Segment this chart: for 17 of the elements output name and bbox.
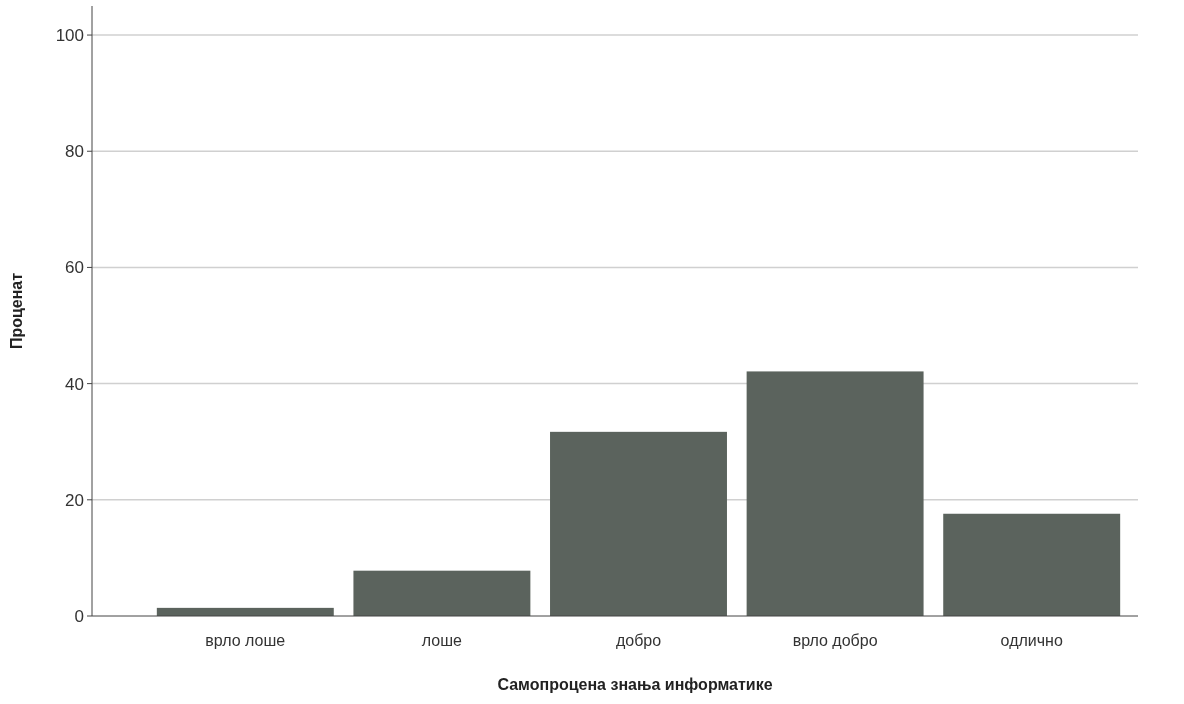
- y-tick-label: 60: [65, 258, 84, 278]
- bar: [550, 431, 727, 616]
- x-tick-label: врло лоше: [205, 632, 286, 649]
- x-tick-label: добро: [615, 632, 662, 649]
- bar: [746, 371, 924, 616]
- y-tick-label: 0: [74, 606, 84, 626]
- y-tick-label: 40: [65, 374, 84, 394]
- bar: [943, 513, 1121, 616]
- y-tick-label: 20: [65, 490, 84, 510]
- bar: [353, 570, 531, 616]
- x-tick-label: лоше: [421, 632, 463, 649]
- x-tick-label: врло добро: [792, 632, 878, 649]
- x-tick-label: одлично: [1000, 632, 1063, 649]
- y-tick-label: 100: [55, 26, 84, 45]
- y-tick-label: 80: [65, 142, 84, 162]
- x-axis-title: Самопроцена знања информатике: [497, 676, 773, 693]
- y-axis-title: Проценат: [8, 272, 25, 350]
